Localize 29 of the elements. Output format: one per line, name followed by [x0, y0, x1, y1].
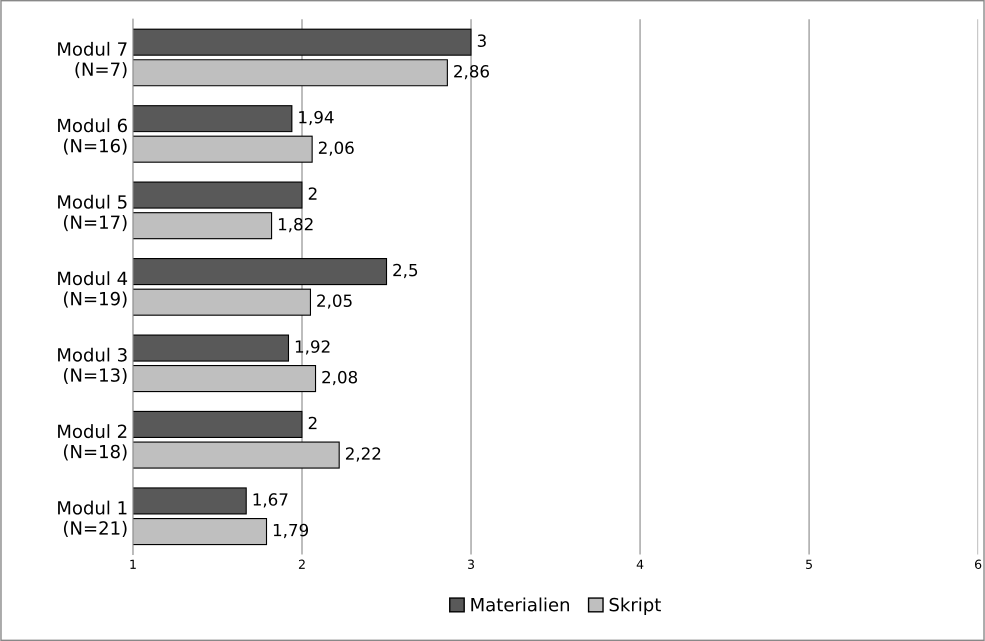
- y-tick-label: Modul 7 (N=7): [58, 42, 127, 78]
- x-tick-label: 6: [975, 560, 982, 569]
- legend-label: Materialien: [471, 597, 569, 612]
- data-label: 2,06: [318, 141, 354, 156]
- y-tick-label: Modul 5 (N=17): [58, 194, 127, 232]
- y-tick-label: Modul 6 (N=16): [58, 118, 127, 155]
- data-label: 1,79: [274, 524, 308, 538]
- data-label: 2: [308, 187, 316, 200]
- y-tick-label: Modul 1 (N=21): [58, 500, 127, 537]
- data-label: 1,82: [278, 218, 313, 232]
- data-label: 2,22: [346, 447, 380, 462]
- data-label: 1,94: [299, 110, 334, 126]
- legend-label: Skript: [610, 597, 661, 615]
- data-label: 2,05: [317, 294, 352, 309]
- y-tick-label: Modul 2 (N=18): [58, 424, 127, 460]
- data-label: 2: [308, 416, 316, 430]
- x-tick-label: 5: [806, 560, 812, 569]
- x-tick-label: 4: [636, 560, 644, 569]
- data-label: 1,67: [254, 493, 288, 508]
- x-tick-label: 3: [468, 560, 474, 569]
- y-tick-label: Modul 3 (N=13): [58, 348, 127, 384]
- x-tick-label: 2: [298, 560, 305, 569]
- data-label: 2,86: [454, 64, 489, 80]
- x-tick-label: 1: [130, 560, 136, 569]
- data-label: 3: [478, 34, 486, 48]
- data-label: 1,92: [296, 340, 330, 355]
- data-label: 2,08: [322, 370, 358, 386]
- y-tick-label: Modul 4 (N=19): [58, 271, 128, 308]
- data-label: 2,5: [393, 264, 418, 278]
